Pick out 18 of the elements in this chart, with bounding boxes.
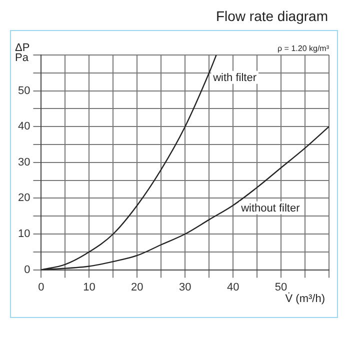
y-tick-label: 20 [18, 192, 30, 204]
x-tick-label: 50 [274, 281, 288, 294]
y-tick-label: 40 [18, 120, 30, 133]
series-label: without filter [240, 202, 300, 214]
text: ρ = 1.20 kg/m³ [278, 44, 330, 53]
y-tick-label: 30 [18, 156, 30, 168]
y-tick-label: 0 [24, 264, 30, 276]
y-tick-label: 50 [18, 84, 30, 97]
x-tick-label: 30 [178, 281, 192, 294]
y-tick-label: 10 [18, 228, 30, 240]
series-label: with filter [212, 72, 257, 84]
chart-title: Flow rate diagram [216, 8, 328, 24]
x-tick-label: 0 [38, 281, 44, 294]
y-axis-title: ΔP Pa [15, 42, 30, 64]
x-tick-label: 20 [131, 281, 144, 294]
x-tick-label: 40 [226, 281, 240, 294]
x-tick-label: 10 [83, 281, 96, 294]
x-axis-title: V̇ (m³/h) [285, 292, 325, 305]
